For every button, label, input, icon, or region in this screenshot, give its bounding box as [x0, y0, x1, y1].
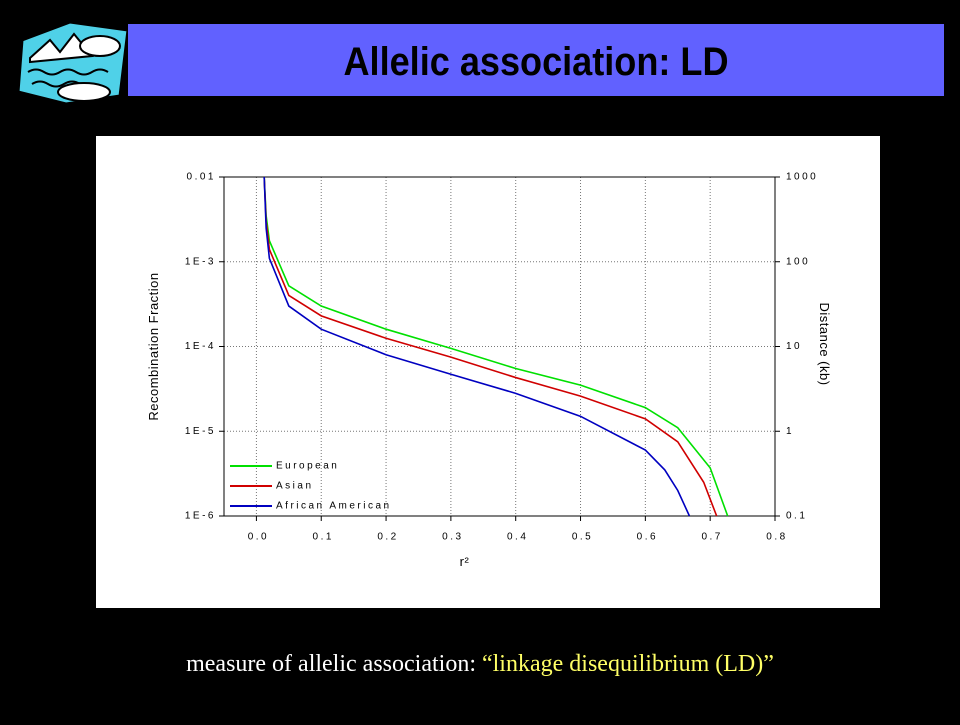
y-axis-label: Recombination Fraction — [146, 272, 161, 420]
x-tick-label: 0.0 — [248, 532, 269, 543]
legend-label: European — [276, 461, 339, 472]
series-line — [263, 176, 691, 517]
y2-tick-label: 1 — [786, 426, 794, 437]
y-tick-label: 1E-3 — [185, 256, 216, 267]
x-tick-label: 0.4 — [507, 532, 528, 543]
caption-highlight: “linkage disequilibrium (LD)” — [482, 651, 774, 677]
clipart-icon — [16, 20, 130, 106]
x-tick-label: 0.5 — [572, 532, 593, 543]
slide-title: Allelic association: LD — [344, 40, 729, 84]
y-tick-label: 1E-6 — [185, 511, 216, 522]
y2-tick-label: 1000 — [786, 172, 818, 183]
y2-tick-label: 0.1 — [786, 511, 807, 522]
caption-text: measure of allelic association: — [186, 651, 482, 677]
x-tick-label: 0.7 — [701, 532, 722, 543]
x-tick-label: 0.6 — [637, 532, 658, 543]
x-tick-label: 0.2 — [377, 532, 398, 543]
legend-label: African American — [276, 501, 392, 512]
x-tick-label: 0.1 — [313, 532, 334, 543]
y2-tick-label: 10 — [786, 341, 802, 352]
legend-label: Asian — [276, 481, 314, 492]
y2-tick-label: 100 — [786, 256, 810, 267]
x-tick-label: 0.3 — [442, 532, 463, 543]
chart-panel — [96, 136, 880, 608]
y-tick-label: 1E-4 — [185, 341, 216, 352]
series-line — [263, 176, 729, 517]
y-tick-label: 0.01 — [187, 172, 216, 183]
x-axis-label: r² — [460, 554, 470, 569]
y-tick-label: 1E-5 — [185, 426, 216, 437]
x-tick-label: 0.8 — [766, 532, 787, 543]
caption: measure of allelic association: “linkage… — [186, 651, 774, 677]
title-bar — [128, 24, 944, 96]
y2-axis-label: Distance (kb) — [817, 302, 832, 385]
plot-frame — [223, 176, 776, 517]
chart: 0.0 0.1 0.2 0.3 0.4 0.5 0.6 0.7 0.8 1E-6 1E-5 1E-4 1… — [146, 172, 832, 569]
series-line — [263, 176, 718, 517]
